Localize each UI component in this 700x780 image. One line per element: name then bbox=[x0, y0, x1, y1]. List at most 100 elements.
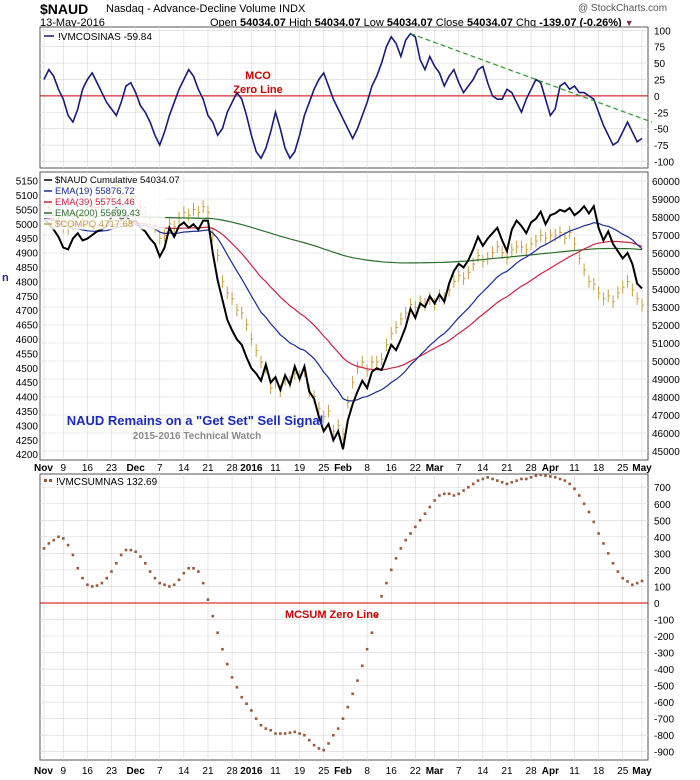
close-label: Close bbox=[435, 17, 464, 29]
mcsum-point bbox=[129, 548, 133, 552]
mcsum-point bbox=[90, 585, 94, 588]
mcsum-point bbox=[235, 685, 239, 689]
mcsum-point bbox=[631, 583, 634, 587]
mcsum-point bbox=[635, 581, 639, 585]
mcsum-point bbox=[230, 676, 234, 679]
mcsum-point bbox=[549, 475, 552, 478]
mco-annotation-subtitle: Zero Line bbox=[233, 84, 283, 96]
mcsum-point bbox=[71, 553, 75, 557]
mcsum-point bbox=[582, 502, 586, 506]
mcsum-point bbox=[467, 485, 470, 489]
x-axis-bottom-label: 21 bbox=[202, 766, 214, 777]
mcsum-point bbox=[423, 512, 427, 515]
mcsum-point bbox=[66, 543, 70, 547]
mcsum-point bbox=[86, 583, 89, 587]
x-axis-bottom-label: May bbox=[632, 766, 652, 777]
mcsum-point bbox=[539, 473, 543, 477]
mcsum-point bbox=[148, 570, 152, 573]
mcsum-point bbox=[283, 732, 287, 735]
naud-chart-subtitle: 2015-2016 Technical Watch bbox=[133, 431, 261, 442]
mcsum-point bbox=[515, 479, 518, 482]
mcsum-point bbox=[110, 570, 113, 573]
naud-right-ytick-label: 53000 bbox=[652, 303, 680, 314]
mcsum-point bbox=[250, 709, 253, 712]
mcsum-point bbox=[81, 576, 84, 580]
x-axis-middle-label: Nov bbox=[34, 463, 53, 474]
mcsum-point bbox=[602, 542, 605, 545]
down-arrow-icon: ▼ bbox=[624, 18, 634, 28]
legend-bg bbox=[41, 219, 165, 230]
mcsum-point bbox=[327, 742, 330, 745]
x-axis-middle-label: 21 bbox=[501, 463, 513, 474]
x-axis-bottom-label: Dec bbox=[126, 766, 145, 777]
mcsum-point bbox=[336, 727, 340, 730]
mcsum-point bbox=[592, 520, 596, 524]
x-axis-middle-label: 19 bbox=[294, 463, 306, 474]
mcsum-point bbox=[418, 518, 422, 522]
naud-right-ytick-label: 56000 bbox=[652, 249, 680, 260]
mco-trend-line bbox=[410, 32, 653, 123]
mcsum-ytick-label: -700 bbox=[654, 715, 674, 726]
naud-left-ytick-label: 5050 bbox=[16, 205, 39, 216]
naud-cumulative-line bbox=[43, 203, 643, 450]
legend-bg bbox=[41, 208, 165, 219]
mcsum-ytick-label: -100 bbox=[654, 615, 674, 626]
x-axis-bottom-label: 2016 bbox=[240, 766, 263, 777]
mcsum-point bbox=[312, 743, 316, 747]
x-axis-middle-label: 2016 bbox=[240, 463, 263, 474]
mcsum-point bbox=[356, 679, 359, 682]
x-axis-middle-label: Mar bbox=[426, 463, 444, 474]
x-axis-bottom-label: 7 bbox=[157, 766, 163, 777]
mcsum-point bbox=[433, 499, 436, 502]
mcsum-point bbox=[481, 477, 485, 481]
x-axis-middle-label: 16 bbox=[386, 463, 398, 474]
x-axis-middle-label: 18 bbox=[593, 463, 605, 474]
mcsum-point bbox=[100, 581, 104, 585]
mco-ytick-label: 75 bbox=[654, 43, 666, 54]
mcsum-point bbox=[611, 561, 615, 565]
x-axis-bottom-label: 21 bbox=[501, 766, 513, 777]
mcsum-point bbox=[491, 477, 494, 481]
x-axis-bottom-label: 8 bbox=[364, 766, 370, 777]
naud-right-ytick-label: 59000 bbox=[652, 195, 680, 206]
mcsum-annotation: MCSUM Zero Line bbox=[285, 609, 379, 621]
mcsum-point bbox=[414, 525, 417, 529]
mcsum-point bbox=[57, 535, 60, 539]
x-axis-middle-label: Apr bbox=[542, 463, 559, 474]
brand-watermark: @ StockCharts.com bbox=[578, 3, 668, 14]
x-axis-bottom-label: 9 bbox=[61, 766, 67, 777]
naud-left-ytick-label: 4850 bbox=[16, 263, 39, 274]
high-value: 54034.07 bbox=[314, 17, 361, 29]
mcsum-point bbox=[216, 631, 219, 635]
mcsum-ytick-label: 100 bbox=[654, 582, 671, 593]
mcsum-point bbox=[404, 538, 407, 542]
naud-left-ytick-label: 4800 bbox=[16, 277, 39, 288]
mcsum-point bbox=[293, 730, 297, 734]
mcsum-ytick-label: 700 bbox=[654, 483, 671, 494]
mcsum-point bbox=[346, 705, 350, 709]
mcsum-point bbox=[573, 487, 576, 491]
naud-left-ytick-label: 4650 bbox=[16, 321, 39, 332]
mcsum-point bbox=[399, 547, 403, 550]
high-label: High bbox=[288, 17, 312, 29]
naud-left-ytick-label: 4700 bbox=[16, 306, 39, 317]
mcsum-point bbox=[389, 568, 393, 572]
mco-panel: 100 75 50 25 0 -25 -50 -75 -100 !VMCOSINAS -59.84… bbox=[39, 26, 674, 169]
mcsum-point bbox=[529, 476, 533, 479]
x-axis-middle-label: Feb bbox=[334, 463, 352, 474]
mcsum-point bbox=[621, 576, 625, 580]
mcsum-ytick-label: 400 bbox=[654, 533, 671, 544]
x-axis-bottom-label: 28 bbox=[526, 766, 538, 777]
mcsum-point bbox=[442, 492, 446, 496]
mcsum-point bbox=[351, 692, 354, 696]
x-axis-bottom-label: 11 bbox=[569, 766, 580, 777]
naud-left-ytick-label: 5100 bbox=[16, 191, 39, 202]
legend-compq: $COMPQ 4717.68 bbox=[55, 219, 133, 230]
x-axis-middle-label: 7 bbox=[157, 463, 163, 474]
mcsum-point bbox=[172, 583, 176, 587]
mcsum-point bbox=[524, 477, 528, 481]
mcsum-point bbox=[534, 474, 538, 477]
mco-series-line bbox=[43, 32, 643, 160]
mcsum-ytick-label: -200 bbox=[654, 632, 674, 643]
mcsum-point bbox=[496, 479, 499, 482]
